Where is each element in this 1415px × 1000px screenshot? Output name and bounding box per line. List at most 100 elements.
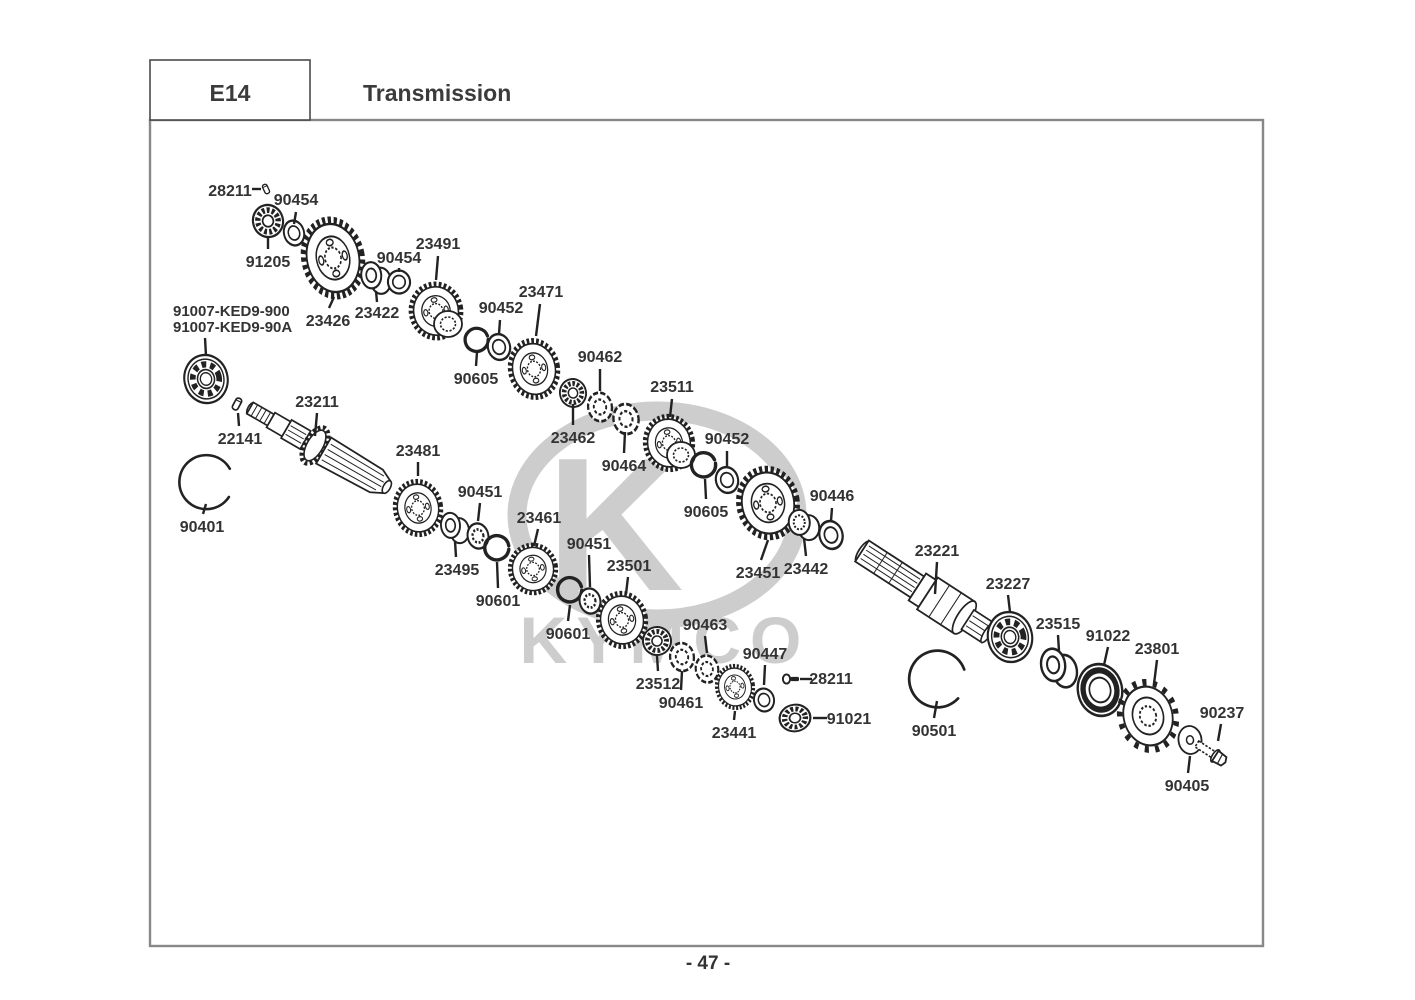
part-90446-washer	[814, 517, 848, 553]
part-23221-output-shaft	[853, 539, 996, 644]
leader-23512	[655, 655, 660, 672]
leader-23227	[1006, 594, 1012, 613]
label-90605: 90605	[454, 371, 499, 388]
leader-23511	[668, 398, 674, 418]
label-90463: 90463	[683, 617, 728, 634]
label-23495: 23495	[435, 562, 480, 579]
label-23442: 23442	[784, 561, 829, 578]
label-91007-ked9-900: 91007-KED9-900	[173, 303, 290, 320]
leader-23801	[1152, 659, 1159, 685]
leader-90501	[932, 700, 939, 719]
label-90447: 90447	[743, 646, 788, 663]
leader-90461	[679, 670, 684, 691]
label-90605-b: 90605	[684, 504, 729, 521]
leader-90463	[703, 635, 709, 654]
label-23461: 23461	[517, 510, 562, 527]
leader-90447	[762, 664, 767, 686]
leader-90451-b	[587, 554, 592, 588]
label-23501: 23501	[607, 558, 652, 575]
label-90462: 90462	[578, 349, 623, 366]
label-91007-ked9-90a: 91007-KED9-90A	[173, 319, 292, 336]
part-91007-ball-bearing	[180, 351, 232, 407]
leader-23441	[732, 710, 737, 721]
leader-90451	[476, 502, 482, 522]
label-90446: 90446	[810, 488, 855, 505]
label-23801: 23801	[1135, 641, 1180, 658]
label-23515: 23515	[1036, 616, 1081, 633]
part-90401-snap-ring-large	[173, 449, 237, 515]
page-title: Transmission	[363, 80, 511, 106]
leader-91007	[203, 337, 208, 357]
label-23221: 23221	[915, 543, 960, 560]
leader-90454	[292, 211, 298, 225]
part-91021-needle-bearing	[778, 703, 812, 734]
leader-23422	[374, 290, 379, 303]
part-23227-ball-bearing	[983, 608, 1037, 666]
section-code-box	[149, 59, 311, 121]
label-90451-b: 90451	[567, 536, 612, 553]
leader-90446	[829, 507, 834, 522]
part-90454-thrust-washer-b	[384, 267, 414, 297]
part-23495-bushing	[438, 510, 472, 546]
label-90601-b: 90601	[546, 626, 591, 643]
leader-90605	[474, 351, 479, 367]
label-90454-b: 90454	[377, 250, 422, 267]
part-28211-dowel-pin	[261, 182, 271, 196]
label-23511: 23511	[650, 379, 694, 396]
part-91022-oil-seal	[1073, 660, 1127, 720]
label-90451: 90451	[458, 484, 503, 501]
label-23491: 23491	[416, 236, 461, 253]
label-23481: 23481	[396, 443, 441, 460]
label-23426: 23426	[306, 313, 351, 330]
part-23515-bushing	[1037, 644, 1081, 692]
label-91205: 91205	[246, 254, 291, 271]
leader-23426	[327, 296, 336, 309]
part-23481-gear	[391, 478, 445, 539]
label-90601: 90601	[476, 593, 521, 610]
label-90401: 90401	[180, 519, 225, 536]
part-23471-gear	[506, 337, 563, 401]
label-90237: 90237	[1200, 705, 1245, 722]
leader-90405	[1186, 755, 1192, 774]
label-23227: 23227	[986, 576, 1031, 593]
label-23512: 23512	[636, 676, 681, 693]
leader-23491	[434, 255, 440, 281]
part-90605-snap-ring	[461, 324, 492, 355]
leader-90401	[201, 503, 208, 515]
label-23441: 23441	[712, 725, 757, 742]
leader-lines	[201, 187, 1223, 774]
part-90452-washer	[483, 330, 515, 364]
leader-90601	[495, 561, 500, 589]
leader-23495	[453, 540, 458, 558]
part-23211-input-shaft	[245, 401, 393, 495]
section-code: E14	[210, 80, 251, 106]
leader-23515	[1056, 634, 1061, 652]
leader-22141	[236, 412, 241, 427]
leader-90237	[1216, 723, 1223, 742]
leader-90605-b	[703, 478, 708, 500]
part-labels: 28211 90454 91205 23426 23422 90454 2349…	[173, 183, 1244, 795]
part-22141-dowel-pin	[230, 396, 244, 412]
leader-23461	[532, 528, 540, 547]
label-90464: 90464	[602, 458, 647, 475]
part-23491-hub-spline	[439, 316, 457, 332]
leader-91022	[1102, 646, 1110, 666]
leader-90464	[622, 431, 627, 454]
label-22141: 22141	[218, 431, 263, 448]
part-23511-hub-spline	[672, 447, 690, 463]
leader-23442	[802, 537, 808, 557]
page-number: - 47 -	[686, 953, 730, 974]
part-90452-washer-b	[711, 463, 743, 497]
part-90605-snap-ring-b	[688, 450, 719, 480]
part-90447-washer	[750, 685, 778, 715]
label-90452-b: 90452	[705, 431, 750, 448]
leader-23501	[624, 576, 630, 595]
label-91022: 91022	[1086, 628, 1131, 645]
diagram-frame	[148, 118, 1265, 948]
label-90405: 90405	[1165, 778, 1210, 795]
leader-90601-b	[566, 604, 572, 622]
label-23422: 23422	[355, 305, 400, 322]
parts-drawings	[173, 182, 1231, 770]
